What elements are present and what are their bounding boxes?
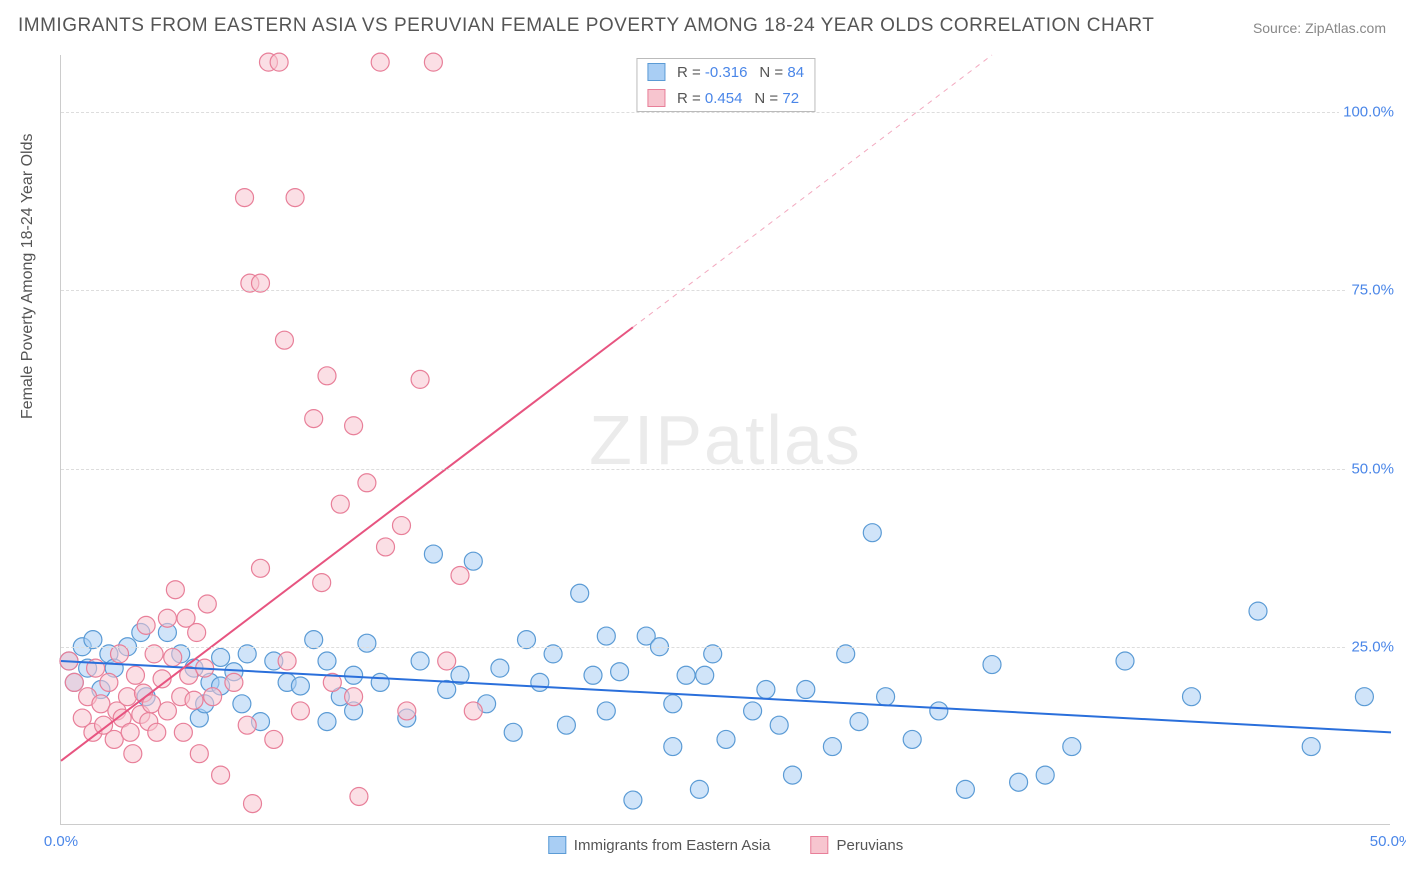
y-tick-label: 75.0%	[1347, 282, 1398, 299]
plot-area: ZIPatlas R = -0.316 N = 84 R = 0.454 N =…	[60, 55, 1390, 825]
legend-row-series-b: R = 0.454 N = 72	[637, 85, 814, 111]
gridline	[61, 647, 1390, 648]
y-tick-label: 25.0%	[1347, 638, 1398, 655]
legend-row-series-a: R = -0.316 N = 84	[637, 59, 814, 85]
r-label-a: R = -0.316	[677, 64, 747, 81]
gridline	[61, 290, 1390, 291]
gridline	[61, 112, 1390, 113]
chart-title: IMMIGRANTS FROM EASTERN ASIA VS PERUVIAN…	[18, 15, 1154, 37]
legend-swatch-a-bottom	[548, 836, 566, 854]
legend-label-b: Peruvians	[837, 837, 904, 854]
y-axis-title: Female Poverty Among 18-24 Year Olds	[19, 134, 37, 420]
x-tick-label: 50.0%	[1370, 833, 1406, 850]
series-legend: Immigrants from Eastern Asia Peruvians	[548, 836, 903, 854]
correlation-legend: R = -0.316 N = 84 R = 0.454 N = 72	[636, 58, 815, 112]
r-label-b: R = 0.454	[677, 90, 742, 107]
legend-swatch-b-bottom	[811, 836, 829, 854]
y-tick-label: 100.0%	[1339, 104, 1398, 121]
scatter-svg	[61, 55, 1390, 824]
legend-item-b: Peruvians	[811, 836, 904, 854]
x-tick-label: 0.0%	[44, 833, 78, 850]
legend-swatch-a	[647, 63, 665, 81]
legend-item-a: Immigrants from Eastern Asia	[548, 836, 771, 854]
n-label-b: N = 72	[754, 90, 799, 107]
source-attribution: Source: ZipAtlas.com	[1253, 20, 1386, 36]
gridline	[61, 469, 1390, 470]
n-label-a: N = 84	[759, 64, 804, 81]
legend-swatch-b	[647, 89, 665, 107]
legend-label-a: Immigrants from Eastern Asia	[574, 837, 771, 854]
y-tick-label: 50.0%	[1347, 460, 1398, 477]
